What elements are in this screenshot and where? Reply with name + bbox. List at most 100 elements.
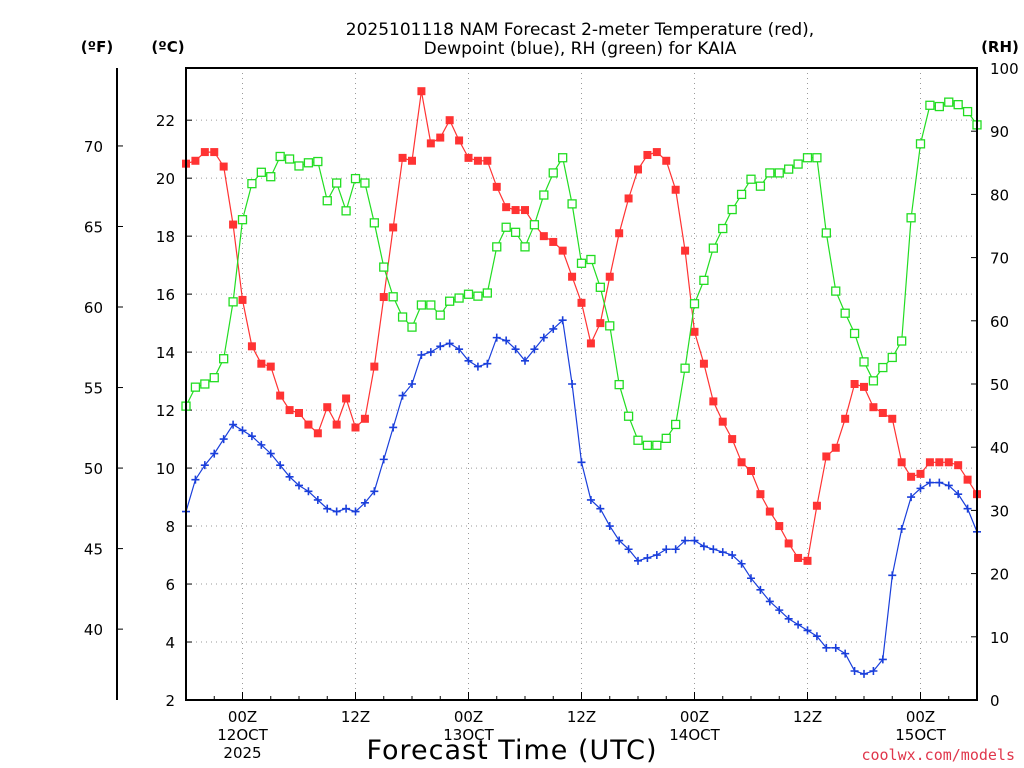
dewpoint-point <box>831 643 840 652</box>
rh-point <box>699 275 709 286</box>
rh-point <box>520 242 530 252</box>
dewpoint-point <box>935 478 944 487</box>
dewpoint-point <box>643 553 652 562</box>
temperature-point <box>699 359 708 368</box>
rh-point <box>228 297 238 307</box>
temperature-point <box>916 469 925 478</box>
series-layer <box>181 87 982 678</box>
rh-point <box>294 161 304 171</box>
celsius-tick-label: 20 <box>156 170 175 188</box>
rh-point <box>369 218 379 228</box>
rh-point <box>727 204 737 215</box>
temperature-point <box>756 490 765 499</box>
temperature-point <box>539 232 548 241</box>
rh-tick-label: 30 <box>990 502 1009 520</box>
temperature-point <box>351 423 360 432</box>
dewpoint-point <box>313 495 322 504</box>
rh-point <box>793 159 803 169</box>
credit-text: coolwx.com/models <box>861 746 1015 764</box>
temperature-point <box>257 359 266 368</box>
rh-tick-label: 80 <box>990 186 1009 204</box>
dewpoint-point <box>502 336 511 345</box>
dewpoint-point <box>436 342 445 351</box>
dewpoint-point <box>257 440 266 449</box>
dewpoint-point <box>408 380 416 388</box>
rh-point <box>426 300 436 310</box>
dewpoint-point <box>342 504 351 513</box>
dewpoint-point <box>295 481 303 490</box>
rh-point <box>784 164 794 174</box>
rh-point <box>209 373 219 383</box>
rh-point <box>247 179 257 189</box>
rh-point <box>868 376 879 386</box>
temperature-point <box>473 156 482 165</box>
dewpoint-point <box>681 536 690 545</box>
dewpoint-point <box>200 461 209 470</box>
rh-point <box>746 174 756 184</box>
rh-point <box>708 243 718 253</box>
dewpoint-point <box>709 545 718 554</box>
dewpoint-point <box>954 490 963 499</box>
temperature-point <box>568 272 577 281</box>
rh-point <box>953 100 963 110</box>
rh-point <box>915 139 926 149</box>
dewpoint-point <box>615 536 624 545</box>
rh-tick-label: 20 <box>990 566 1009 584</box>
temperature-point <box>426 139 435 148</box>
temperature-point <box>247 342 256 351</box>
dewpoint-point <box>558 316 567 325</box>
series-rh <box>181 97 982 450</box>
dewpoint-point <box>624 545 633 554</box>
dewpoint-point <box>266 449 275 458</box>
temperature-point <box>445 116 454 125</box>
x-tick-label: 00Z <box>228 708 257 726</box>
dewpoint-point <box>699 542 708 551</box>
temperature-point <box>803 556 812 565</box>
dewpoint-point <box>794 620 803 629</box>
rh-point <box>661 433 671 444</box>
fahrenheit-tick-label: 50 <box>84 460 103 478</box>
dewpoint-point <box>539 333 548 342</box>
celsius-tick-label: 6 <box>165 576 175 594</box>
rh-point <box>501 222 511 232</box>
temperature-point <box>379 293 388 302</box>
rh-point <box>492 242 502 252</box>
dewpoint-point <box>869 667 878 676</box>
rh-point <box>332 178 342 188</box>
dewpoint-point <box>765 597 774 606</box>
dewpoint-point <box>652 551 661 560</box>
rh-point <box>840 308 850 318</box>
dewpoint-point <box>530 345 539 354</box>
rh-point <box>736 189 747 200</box>
rh-point <box>529 220 540 230</box>
rh-point <box>454 293 464 303</box>
temperature-point <box>860 382 868 391</box>
temperature-point <box>370 362 379 371</box>
rh-point <box>944 97 954 107</box>
rh-point <box>510 227 521 237</box>
rh-point <box>812 153 822 163</box>
rh-tick-label: 100 <box>990 60 1019 78</box>
dewpoint-point <box>398 391 407 400</box>
dewpoint-point <box>897 524 906 533</box>
temperature-point <box>266 362 275 371</box>
rh-point <box>275 151 285 162</box>
temperature-point <box>925 458 934 467</box>
celsius-tick-label: 8 <box>165 518 175 536</box>
temperature-point <box>869 403 878 412</box>
rh-point <box>849 328 860 339</box>
rh-point <box>284 154 295 164</box>
temperature-point <box>304 420 313 429</box>
dewpoint-point <box>285 472 294 481</box>
temperature-point <box>558 246 567 255</box>
dewpoint-point <box>276 461 285 470</box>
dewpoint-point <box>728 551 737 560</box>
rh-point <box>689 299 700 309</box>
temperature-point <box>888 414 897 423</box>
rh-point <box>623 411 634 421</box>
rh-point <box>237 215 248 225</box>
temperature-point <box>812 501 821 510</box>
rh-point <box>190 382 201 392</box>
temperature-point <box>285 406 294 415</box>
